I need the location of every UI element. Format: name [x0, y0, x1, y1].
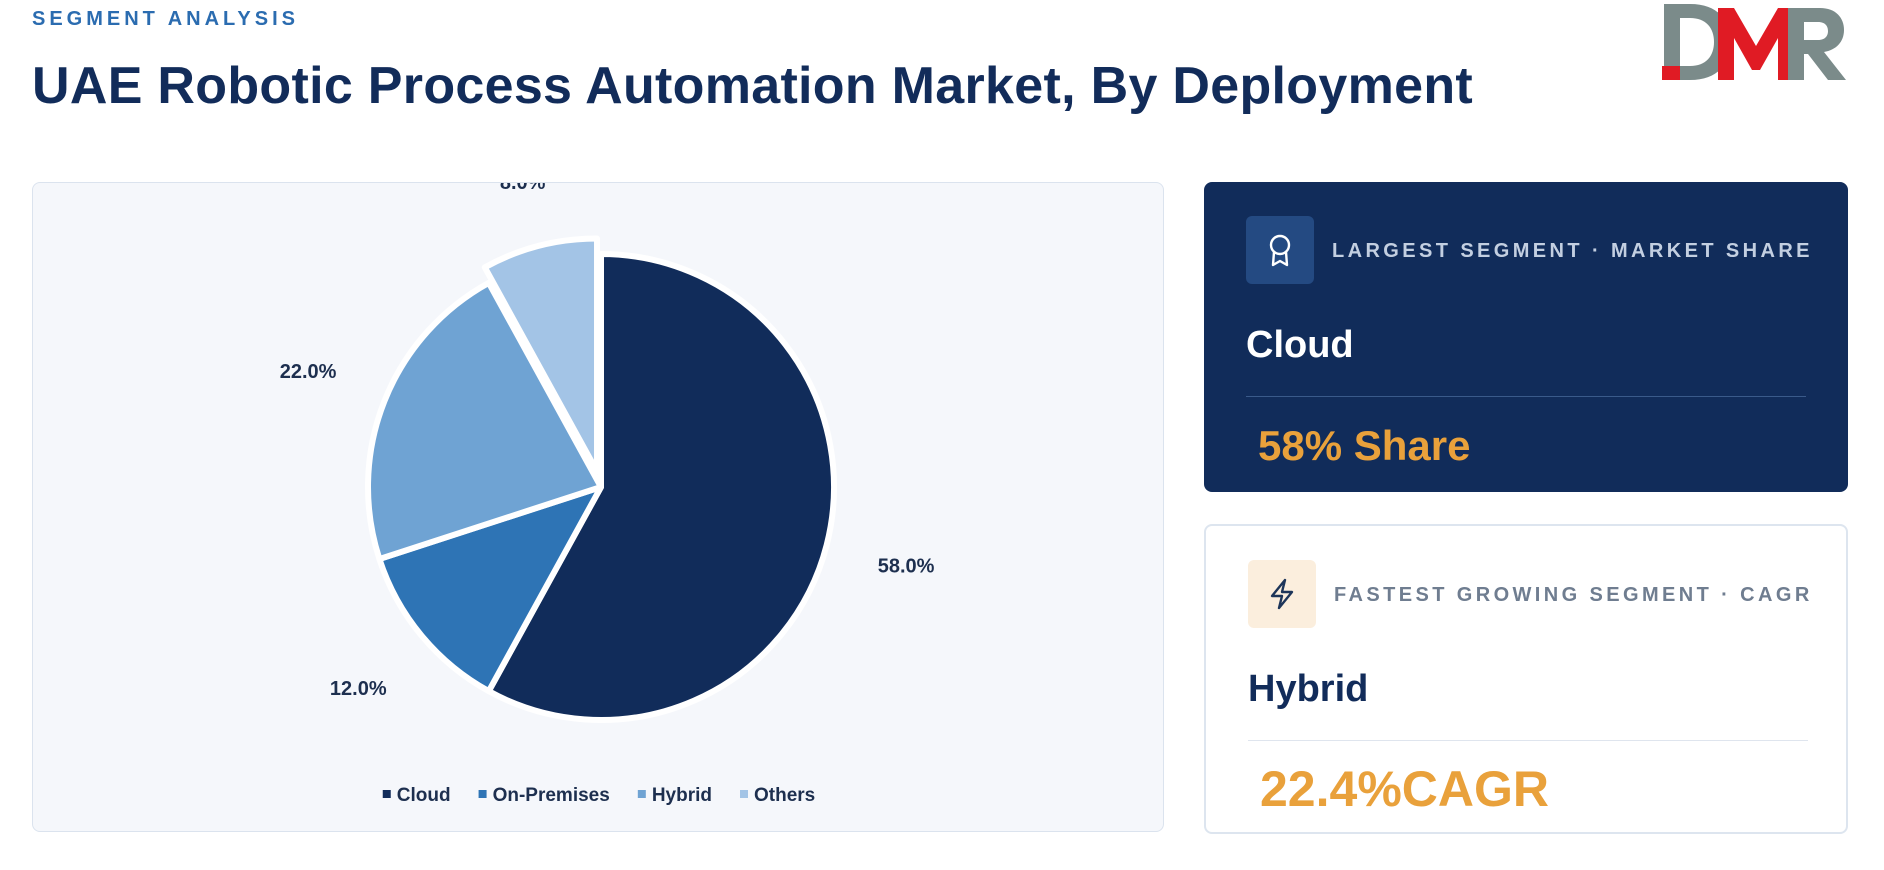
fastest-growing-metric: 22.4%CAGR [1260, 761, 1549, 817]
legend-swatch [740, 790, 748, 798]
divider [1248, 740, 1808, 741]
data-label: 58.0% [878, 555, 935, 577]
pie-slice-on-premises [376, 484, 604, 695]
section-eyebrow: SEGMENT ANALYSIS [32, 8, 299, 30]
legend-label: On-Premises [493, 785, 610, 806]
page-title: UAE Robotic Process Automation Market, B… [32, 57, 1474, 115]
pie-slice-hybrid [365, 279, 604, 563]
data-label: 8.0% [500, 183, 546, 194]
fastest-growing-label: FASTEST GROWING SEGMENT · CAGR [1334, 584, 1813, 606]
legend-label: Others [754, 785, 815, 806]
legend-swatch [478, 790, 487, 798]
legend-label: Hybrid [652, 785, 712, 806]
legend-swatch [382, 790, 391, 798]
fastest-growing-card: FASTEST GROWING SEGMENT · CAGR Hybrid 22… [1204, 524, 1848, 834]
pie-chart: 58.0% 12.0% 22.0% 8.0% Cloud On-Premises Hybr… [280, 183, 935, 806]
largest-segment-label: LARGEST SEGMENT · MARKET SHARE [1332, 240, 1813, 262]
legend-item: On-Premises [478, 785, 610, 806]
largest-segment-name: Cloud [1246, 324, 1354, 366]
lightning-icon [1248, 560, 1316, 628]
fastest-growing-name: Hybrid [1248, 668, 1369, 710]
largest-segment-card: LARGEST SEGMENT · MARKET SHARE Cloud 58%… [1204, 182, 1848, 492]
legend-item: Others [740, 785, 815, 806]
pie-slice-cloud [485, 251, 837, 723]
data-label: 22.0% [280, 361, 337, 383]
legend-item: Hybrid [637, 785, 712, 806]
pie-slice-others [481, 235, 601, 475]
data-label: 12.0% [330, 678, 387, 700]
legend-swatch [637, 790, 646, 798]
legend-label: Cloud [397, 785, 451, 806]
largest-segment-metric: 58% Share [1258, 422, 1471, 469]
pie-chart-card: 58.0% 12.0% 22.0% 8.0% Cloud On-Premises Hybr… [32, 182, 1164, 832]
divider [1246, 396, 1806, 397]
award-icon [1246, 216, 1314, 284]
dmr-logo [1660, 0, 1850, 86]
legend-item: Cloud [382, 785, 451, 806]
